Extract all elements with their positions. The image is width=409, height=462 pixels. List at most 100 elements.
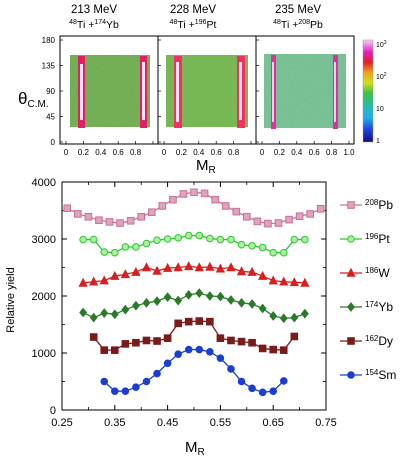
- data-point: [290, 332, 299, 341]
- legend-label: 154Sm: [365, 368, 396, 382]
- x-tick-label: 0.55: [210, 417, 231, 429]
- data-point: [237, 377, 246, 386]
- data-point: [274, 219, 283, 227]
- series-Yb: [79, 288, 309, 324]
- x-tick-label: 0.35: [104, 417, 125, 429]
- legend-entry-Pb: 208Pb: [340, 198, 393, 212]
- series-Sm: [100, 345, 288, 397]
- series-Pb: [63, 188, 325, 228]
- data-point: [221, 202, 230, 210]
- top-x-tick-label: 0: [162, 148, 167, 157]
- data-point: [205, 261, 215, 271]
- data-point: [248, 299, 257, 309]
- series-Pt: [79, 231, 309, 257]
- series-line: [83, 234, 305, 254]
- data-point: [279, 276, 289, 286]
- data-point: [253, 217, 262, 226]
- data-point: [132, 243, 140, 251]
- data-point: [269, 311, 278, 321]
- data-point: [279, 377, 288, 385]
- data-point: [290, 235, 299, 244]
- y-tick-label: 2000: [32, 291, 56, 303]
- data-point: [306, 210, 314, 218]
- panel-energy: 213 MeV: [71, 4, 117, 16]
- data-point: [289, 277, 299, 287]
- data-point: [137, 212, 145, 221]
- data-point: [131, 300, 140, 311]
- data-point: [121, 387, 130, 395]
- colorbar-tick-label: 1: [376, 138, 380, 145]
- top-x-tick-label: 0.6: [113, 148, 125, 157]
- legend-label: 186W: [365, 266, 390, 280]
- data-point: [120, 269, 130, 279]
- legend-marker: [347, 337, 355, 345]
- data-point: [236, 266, 247, 276]
- legend-marker: [347, 371, 355, 379]
- data-point: [141, 262, 152, 272]
- data-point: [153, 236, 161, 244]
- data-point: [158, 202, 167, 210]
- data-point: [226, 262, 236, 272]
- data-point: [269, 387, 278, 395]
- data-point: [100, 248, 109, 256]
- data-point: [100, 308, 109, 318]
- series-W: [78, 261, 310, 287]
- x-tick-label: 0.25: [51, 417, 72, 429]
- data-point: [206, 234, 214, 243]
- top-x-tick-label: 0.8: [228, 148, 240, 157]
- data-point: [174, 295, 183, 306]
- data-point: [163, 334, 172, 342]
- data-point: [74, 210, 82, 218]
- data-point: [285, 215, 293, 224]
- top-y-axis: 180 135 90 45 0: [42, 36, 259, 147]
- data-point: [105, 218, 114, 226]
- data-point: [290, 312, 299, 323]
- top-x-tick-label: 0.2: [274, 148, 286, 157]
- series-layer: [63, 188, 325, 397]
- data-point: [237, 297, 246, 308]
- data-point: [215, 263, 226, 273]
- data-point: [132, 338, 140, 347]
- top-y-tick-label: 180: [42, 36, 56, 45]
- y-tick-label: 3000: [32, 234, 56, 246]
- series-line: [83, 265, 305, 284]
- top-x-tick-label: 0.6: [211, 148, 223, 157]
- data-point: [300, 308, 309, 319]
- y-axis: 0 1000 2000 3000 4000: [32, 177, 326, 417]
- legend-label: 196Pt: [365, 232, 390, 246]
- data-point: [89, 333, 98, 341]
- data-point: [99, 275, 109, 285]
- data-point: [279, 248, 288, 257]
- top-x-tick-label: 1.0: [343, 148, 355, 157]
- data-point: [258, 388, 267, 397]
- top-x-tick-label: 0: [260, 148, 265, 157]
- data-point: [295, 212, 304, 220]
- data-point: [206, 348, 214, 356]
- data-point: [264, 219, 272, 228]
- top-x-axis: 0 0.2 0.4 0.6 0.8 0 0.2 0.4 0.6 0.8 0 0.2 0.4 0.6 0.8 1…: [64, 141, 355, 157]
- data-point: [184, 231, 193, 240]
- y-tick-label: 0: [50, 405, 56, 417]
- top-y-tick-label: 135: [42, 62, 56, 71]
- colorbar-tick-label: 103: [376, 40, 387, 49]
- data-point: [248, 338, 256, 347]
- data-point: [89, 276, 99, 286]
- data-point: [121, 243, 130, 251]
- top-x-tick-label: 0.4: [95, 148, 107, 157]
- data-point: [248, 242, 256, 250]
- legend-marker: [347, 201, 355, 209]
- data-point: [163, 235, 172, 243]
- data-point: [89, 312, 98, 323]
- data-point: [121, 340, 130, 348]
- data-point: [111, 387, 119, 395]
- data-point: [79, 307, 88, 318]
- data-point: [84, 212, 93, 221]
- data-point: [173, 262, 183, 272]
- data-point: [142, 297, 151, 308]
- data-point: [184, 261, 194, 271]
- top-x-tick-label: 0.4: [291, 148, 303, 157]
- heatmap-panel-2: [157, 35, 257, 145]
- x-tick-label: 0.45: [157, 417, 178, 429]
- data-point: [147, 208, 156, 217]
